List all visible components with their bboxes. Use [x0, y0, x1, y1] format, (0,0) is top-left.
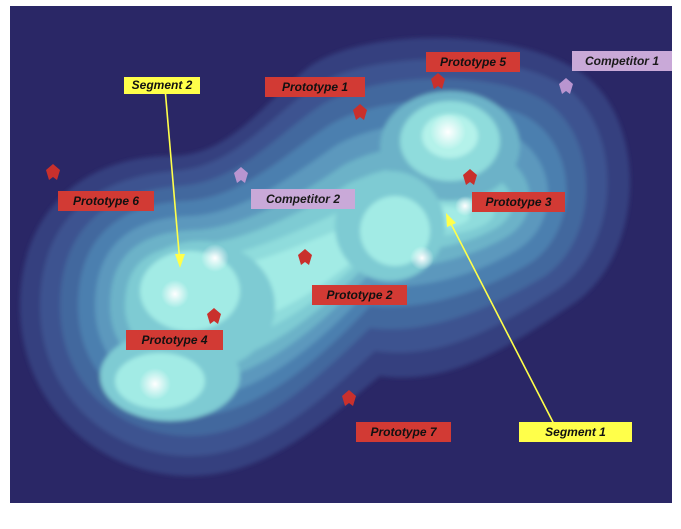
prototype-4-label: Prototype 4	[126, 330, 223, 350]
prototype-5-label: Prototype 5	[426, 52, 520, 72]
prototype-7-label: Prototype 7	[356, 422, 451, 442]
prototype-markers	[46, 73, 477, 406]
prototype-4-marker	[207, 308, 221, 324]
prototype-3-marker	[463, 169, 477, 185]
prototype-1-marker	[353, 104, 367, 120]
competitor-2-marker	[234, 167, 248, 183]
contour-layers	[20, 37, 630, 477]
density-map: Prototype 1 Prototype 2 Prototype 3 Prot…	[10, 6, 672, 503]
prototype-6-label: Prototype 6	[58, 191, 154, 211]
prototype-7-marker	[342, 390, 356, 406]
density-peaks	[139, 114, 475, 400]
segment-2-label: Segment 2	[124, 77, 200, 94]
competitor-1-marker	[559, 78, 573, 94]
prototype-2-marker	[298, 249, 312, 265]
competitor-1-label: Competitor 1	[572, 51, 672, 71]
segment-arrows	[164, 87, 556, 427]
segment-1-arrow-line	[447, 217, 556, 427]
prototype-5-marker	[431, 73, 445, 89]
prototype-3-label: Prototype 3	[472, 192, 565, 212]
segment-1-label: Segment 1	[519, 422, 632, 442]
prototype-6-marker	[46, 164, 60, 180]
segment-2-arrow-head	[175, 254, 185, 268]
segment-1-arrow-head	[446, 213, 456, 227]
prototype-1-label: Prototype 1	[265, 77, 365, 97]
competitor-markers	[234, 78, 573, 183]
density-contours	[20, 37, 630, 477]
segment-2-arrow-line	[164, 87, 181, 265]
prototype-2-label: Prototype 2	[312, 285, 407, 305]
competitor-2-label: Competitor 2	[251, 189, 355, 209]
